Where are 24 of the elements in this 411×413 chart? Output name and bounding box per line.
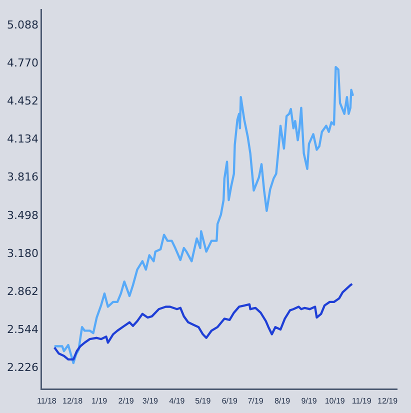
y-tick-label: 3.180 <box>6 246 38 260</box>
x-tick-label: 1/19 <box>92 396 108 406</box>
y-tick-label: 5.088 <box>6 18 38 32</box>
x-tick-label: 9/19 <box>301 396 318 406</box>
y-tick-label: 2.226 <box>6 361 38 374</box>
x-tick-label: 10/19 <box>324 396 346 406</box>
x-tick-label: 12/19 <box>377 396 398 406</box>
x-tick-label: 3/19 <box>142 396 159 406</box>
x-tick-label: 8/19 <box>274 396 291 406</box>
x-tick-label: 12/18 <box>62 396 84 406</box>
x-tick-label: 11/18 <box>36 396 57 406</box>
y-tick-label: 4.770 <box>6 56 38 70</box>
x-tick-label: 11/19 <box>352 396 372 406</box>
x-tick-label: 4/19 <box>169 396 186 406</box>
y-tick-label: 4.134 <box>6 132 38 146</box>
y-tick-label: 3.816 <box>6 170 38 184</box>
x-tick-label: 5/19 <box>195 396 212 406</box>
x-tick-label: 7/19 <box>248 396 264 406</box>
x-tick-label: 2/19 <box>118 396 134 406</box>
y-tick-label: 4.452 <box>6 94 38 108</box>
x-tick-label: 6/19 <box>222 396 238 406</box>
y-tick-label: 3.498 <box>6 208 38 222</box>
y-tick-label: 2.544 <box>6 323 38 336</box>
y-tick-label: 2.862 <box>6 284 38 298</box>
